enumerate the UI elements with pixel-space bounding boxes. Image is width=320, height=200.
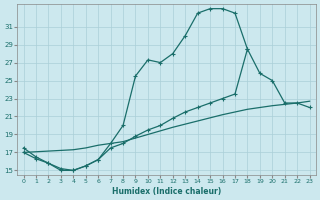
X-axis label: Humidex (Indice chaleur): Humidex (Indice chaleur) (112, 187, 221, 196)
